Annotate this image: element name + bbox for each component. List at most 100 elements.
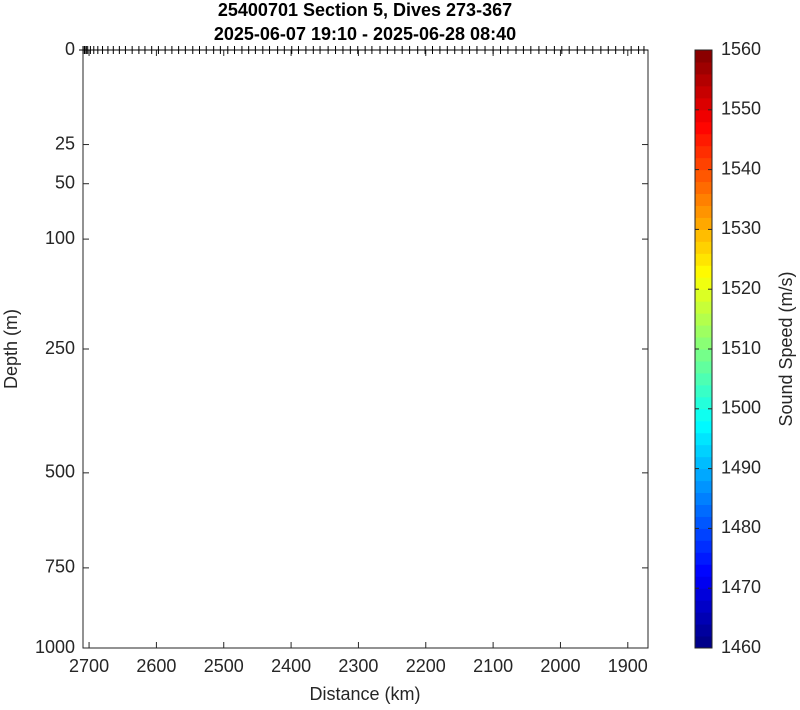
dive-marker — [244, 46, 253, 54]
colorbar-tick-label: 1510 — [721, 338, 761, 358]
y-tick-label: 1000 — [35, 637, 75, 657]
colorbar-band — [695, 181, 712, 195]
dive-marker — [458, 46, 467, 54]
dive-marker — [398, 46, 407, 54]
dive-marker — [353, 46, 362, 54]
dive-marker — [161, 46, 170, 54]
dive-marker — [375, 46, 384, 54]
dive-marker — [258, 46, 267, 54]
colorbar-tick-label: 1460 — [721, 637, 761, 657]
colorbar-band — [695, 420, 712, 434]
colorbar-band — [695, 540, 712, 553]
x-tick-label: 2000 — [540, 656, 580, 676]
colorbar-band — [695, 50, 712, 63]
dive-marker — [489, 46, 498, 54]
colorbar-band — [695, 600, 712, 613]
dive-marker — [627, 46, 636, 54]
dive-marker — [223, 46, 232, 54]
x-tick-label: 2400 — [271, 656, 311, 676]
x-tick-label: 1900 — [608, 656, 648, 676]
dive-marker — [361, 46, 370, 54]
colorbar-tick-label: 1520 — [721, 278, 761, 298]
dive-marker — [251, 46, 260, 54]
colorbar-band — [695, 444, 712, 458]
colorbar-band — [695, 396, 712, 410]
y-tick-label: 250 — [45, 338, 75, 358]
colorbar-band — [695, 528, 712, 541]
dive-marker — [338, 46, 347, 54]
x-tick-label: 2200 — [406, 656, 446, 676]
colorbar-tick-label: 1500 — [721, 398, 761, 418]
y-axis-label: Depth (m) — [1, 309, 21, 389]
colorbar-band — [695, 217, 712, 230]
colorbar-band — [695, 193, 712, 206]
dive-marker — [174, 46, 183, 54]
colorbar-band — [695, 73, 712, 87]
colorbar-band — [695, 432, 712, 446]
dive-marker — [294, 46, 303, 54]
dive-marker — [450, 46, 459, 54]
colorbar-band — [695, 337, 712, 350]
colorbar-band — [695, 384, 712, 398]
colorbar-band — [695, 360, 712, 374]
colorbar-band — [695, 109, 712, 123]
dive-marker — [565, 46, 574, 54]
dive-marker — [167, 46, 176, 54]
colorbar-band — [695, 480, 712, 494]
colorbar-band — [695, 133, 712, 147]
plot-area — [82, 49, 649, 649]
colorbar-band — [695, 289, 712, 302]
colorbar-band — [695, 504, 712, 517]
dive-marker — [465, 46, 474, 54]
colorbar-band — [695, 205, 712, 218]
dive-marker — [580, 46, 589, 54]
dive-marker — [280, 46, 289, 54]
colorbar-band — [695, 576, 712, 589]
colorbar-band — [695, 588, 712, 601]
colorbar-tick-label: 1540 — [721, 158, 761, 178]
dive-marker — [237, 46, 246, 54]
dive-marker — [526, 46, 535, 54]
x-tick-label: 2500 — [204, 656, 244, 676]
colorbar-band — [695, 157, 712, 171]
dive-marker — [383, 46, 392, 54]
y-tick-label: 25 — [55, 133, 75, 153]
dive-marker — [639, 46, 648, 54]
dive-marker — [534, 46, 543, 54]
y-tick-label: 100 — [45, 228, 75, 248]
colorbar-band — [695, 456, 712, 470]
colorbar-band — [695, 97, 712, 111]
colorbar-tick-label: 1530 — [721, 218, 761, 238]
colorbar-tick-label: 1550 — [721, 99, 761, 119]
dive-marker — [443, 46, 452, 54]
dive-marker — [421, 46, 430, 54]
dive-marker — [604, 46, 613, 54]
dive-marker — [588, 46, 597, 54]
colorbar-band — [695, 265, 712, 278]
colorbar-band — [695, 253, 712, 266]
chart-subtitle: 2025-06-07 19:10 - 2025-06-28 08:40 — [214, 24, 516, 44]
colorbar-band — [695, 169, 712, 183]
dive-marker — [428, 46, 437, 54]
dive-marker — [202, 46, 211, 54]
colorbar-band — [695, 552, 712, 565]
dive-marker — [154, 46, 163, 54]
colorbar-band — [695, 61, 712, 75]
colorbar-label: Sound Speed (m/s) — [776, 271, 796, 426]
dive-marker — [496, 46, 505, 54]
colorbar-band — [695, 121, 712, 135]
colorbar-band — [695, 408, 712, 422]
y-tick-label: 500 — [45, 462, 75, 482]
chart-title: 25400701 Section 5, Dives 273-367 — [218, 0, 512, 20]
colorbar-band — [695, 85, 712, 99]
dive-marker — [265, 46, 274, 54]
dive-marker — [181, 46, 190, 54]
colorbar-band — [695, 229, 712, 242]
dive-marker — [405, 46, 414, 54]
colorbar-band — [695, 612, 712, 625]
colorbar-band — [695, 145, 712, 159]
colorbar-band — [695, 241, 712, 254]
dive-marker — [324, 46, 333, 54]
colorbar-tick-label: 1490 — [721, 457, 761, 477]
